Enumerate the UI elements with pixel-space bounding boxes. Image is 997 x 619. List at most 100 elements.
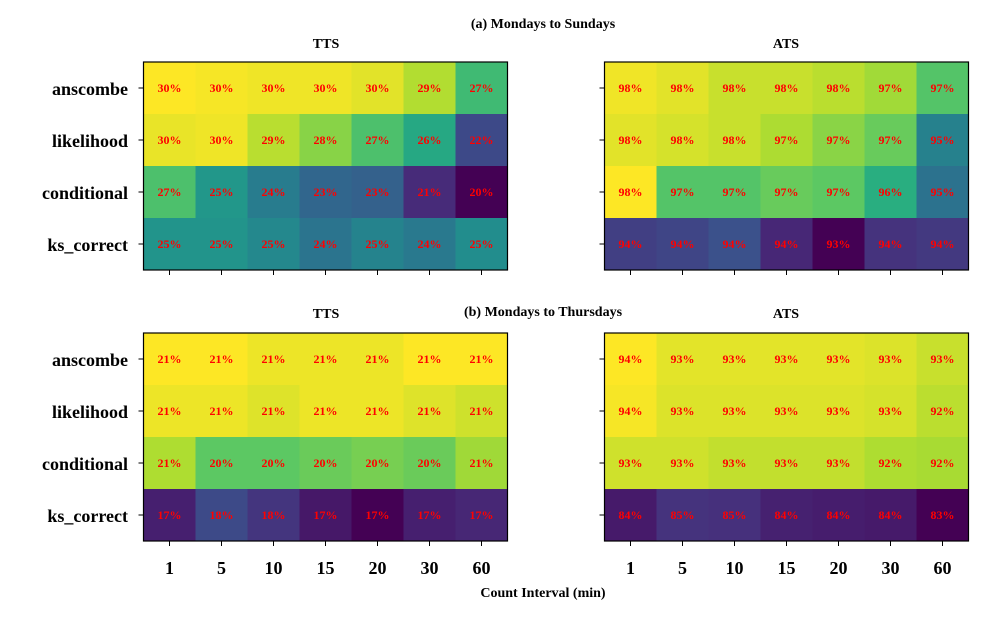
panel-b-tts-title: TTS [313, 307, 340, 322]
cell-label: 30% [210, 133, 234, 147]
cell-label: 94% [775, 237, 799, 251]
cell-label: 20% [366, 456, 390, 470]
heatmap-cell [604, 166, 657, 219]
heatmap-cell [812, 437, 865, 490]
heatmap-cell [247, 489, 300, 542]
heatmap-cell [195, 437, 248, 490]
xtick-label: 20 [830, 558, 848, 578]
cell-label: 97% [879, 81, 903, 95]
xtick-label: 10 [726, 558, 744, 578]
cell-label: 93% [671, 404, 695, 418]
cell-label: 83% [931, 508, 955, 522]
cell-label: 24% [262, 185, 286, 199]
cell-label: 93% [827, 404, 851, 418]
heatmap-cell [864, 218, 917, 271]
cell-label: 98% [619, 133, 643, 147]
cell-label: 25% [210, 237, 234, 251]
cell-label: 22% [470, 133, 494, 147]
heatmap-cell [812, 62, 865, 115]
heatmap-cell [916, 385, 969, 438]
heatmap-cell [455, 218, 508, 271]
heatmap-cell [299, 333, 352, 386]
cell-label: 94% [619, 352, 643, 366]
ytick-label: likelihood [52, 402, 128, 422]
cell-label: 18% [210, 508, 234, 522]
group-a-title: (a) Mondays to Sundays [471, 17, 616, 32]
heatmap-cell [299, 166, 352, 219]
heatmap-cell [604, 114, 657, 167]
heatmap-cell [760, 385, 813, 438]
heatmap-cell [195, 385, 248, 438]
cell-label: 94% [619, 237, 643, 251]
heatmap-cell [604, 437, 657, 490]
cell-label: 95% [931, 133, 955, 147]
heatmap-cell [143, 385, 196, 438]
heatmap-cell [864, 166, 917, 219]
panel-a-ats-title: ATS [773, 37, 799, 52]
heatmap-cell [351, 333, 404, 386]
xtick-label: 60 [934, 558, 952, 578]
cell-label: 27% [158, 185, 182, 199]
heatmap-cell [760, 218, 813, 271]
heatmap-cell [812, 489, 865, 542]
xtick-label: 30 [882, 558, 900, 578]
cell-label: 94% [671, 237, 695, 251]
heatmap-cell [143, 62, 196, 115]
cell-label: 93% [723, 352, 747, 366]
ytick-label: ks_correct [47, 506, 128, 526]
heatmap-cell [143, 489, 196, 542]
cell-label: 21% [470, 352, 494, 366]
cell-label: 30% [158, 81, 182, 95]
cell-label: 93% [723, 404, 747, 418]
cell-label: 21% [418, 404, 442, 418]
heatmap-cell [656, 218, 709, 271]
heatmap-cell [708, 62, 761, 115]
heatmap-cell [708, 218, 761, 271]
cell-label: 93% [827, 237, 851, 251]
heatmap-cell [812, 218, 865, 271]
cell-label: 20% [210, 456, 234, 470]
cell-label: 18% [262, 508, 286, 522]
heatmap-cell [403, 489, 456, 542]
heatmap-cell [403, 385, 456, 438]
heatmap-cell [299, 62, 352, 115]
cell-label: 21% [314, 352, 338, 366]
heatmap-cell [455, 114, 508, 167]
cell-label: 25% [366, 237, 390, 251]
heatmap-cell [916, 218, 969, 271]
heatmap-cell [708, 385, 761, 438]
cell-label: 23% [314, 185, 338, 199]
cell-label: 21% [262, 352, 286, 366]
ylabels-bottom: anscombe likelihood conditional ks_corre… [42, 350, 128, 526]
heatmap-cell [455, 437, 508, 490]
cell-label: 98% [619, 185, 643, 199]
cell-label: 98% [671, 81, 695, 95]
heatmap-cell [195, 333, 248, 386]
heatmap-cell [403, 218, 456, 271]
heatmap-cell [403, 437, 456, 490]
cell-label: 97% [827, 185, 851, 199]
cell-label: 97% [827, 133, 851, 147]
cell-label: 30% [158, 133, 182, 147]
cell-label: 93% [671, 456, 695, 470]
heatmap-cell [916, 437, 969, 490]
xtick-label: 15 [778, 558, 796, 578]
cell-label: 92% [879, 456, 903, 470]
heatmap-cell [351, 489, 404, 542]
cell-label: 25% [470, 237, 494, 251]
cell-label: 93% [827, 456, 851, 470]
cell-label: 20% [314, 456, 338, 470]
heatmap-cell [455, 385, 508, 438]
heatmap-cell [916, 166, 969, 219]
cell-label: 17% [470, 508, 494, 522]
heatmap-cell [299, 437, 352, 490]
cell-label: 93% [775, 404, 799, 418]
cell-label: 93% [723, 456, 747, 470]
heatmap-cell [143, 333, 196, 386]
heatmap-cell [812, 114, 865, 167]
heatmap-cell [656, 333, 709, 386]
cell-label: 98% [619, 81, 643, 95]
xtick-label: 1 [165, 558, 174, 578]
heatmap-cell [864, 385, 917, 438]
